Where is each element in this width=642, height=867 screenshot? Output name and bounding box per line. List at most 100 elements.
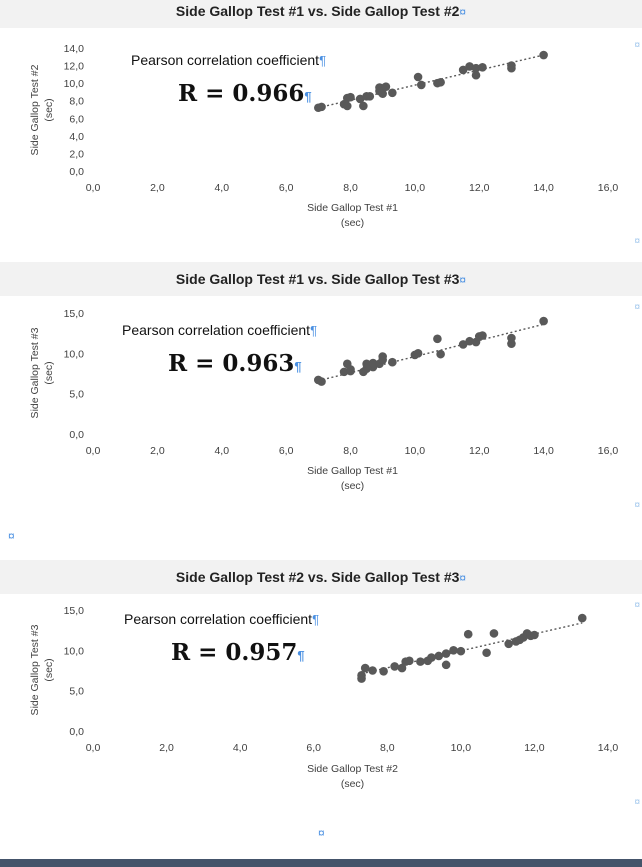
data-point — [577, 613, 587, 623]
data-point — [390, 662, 399, 671]
data-point — [441, 649, 451, 658]
x-tick-label: 14,0 — [533, 182, 554, 194]
data-point — [342, 101, 352, 111]
r-value: R = 0.966¶ — [178, 80, 312, 107]
data-point — [441, 660, 451, 670]
scatter-chart-2: 0,0 5,0 10,0 15,0 0,0 2,0 4,0 6,0 8,0 10,0 12,0 14,… — [0, 296, 642, 506]
x-axis-label: Side Gallop Test #2 — [307, 763, 398, 775]
data-point — [359, 101, 368, 111]
cell-end-mark: ¤ — [459, 273, 467, 287]
data-point — [388, 357, 397, 367]
data-point — [482, 648, 491, 658]
x-tick-label: 2,0 — [150, 182, 165, 194]
data-point — [458, 340, 468, 349]
data-point — [507, 61, 516, 70]
data-point — [317, 377, 326, 386]
y-tick-label: 4,0 — [69, 131, 84, 143]
cell-end-mark: ¤ — [8, 529, 15, 543]
data-point — [355, 94, 365, 104]
scatter-plot-3: 0,0 5,0 10,0 15,0 0,0 2,0 4,0 6,0 8,0 10,0 12,0 14,… — [29, 605, 619, 790]
data-point — [362, 359, 371, 369]
y-axis-label: (sec) — [43, 361, 55, 384]
data-point — [456, 646, 466, 656]
y-axis-label: Side Gallop Test #3 — [29, 624, 41, 715]
data-point — [368, 358, 378, 368]
data-point — [388, 88, 397, 98]
data-point — [504, 639, 513, 649]
x-tick-label: 6,0 — [279, 445, 294, 457]
y-tick-label: 0,0 — [69, 166, 84, 178]
y-tick-label: 2,0 — [69, 148, 84, 160]
chart-title-3: Side Gallop Test #2 vs. Side Gallop Test… — [0, 560, 642, 594]
data-point — [458, 65, 468, 75]
chart-title-1: Side Gallop Test #1 vs. Side Gallop Test… — [0, 0, 642, 28]
data-point — [478, 331, 487, 340]
edge-mark: ¤ — [634, 236, 640, 247]
y-axis-label: (sec) — [43, 98, 55, 121]
y-axis-label: Side Gallop Test #3 — [29, 327, 41, 418]
y-tick-label: 15,0 — [64, 308, 85, 320]
y-tick-label: 10,0 — [64, 348, 85, 360]
cell-end-mark: ¤ — [318, 826, 325, 840]
y-tick-label: 10,0 — [64, 78, 85, 90]
y-tick-label: 6,0 — [69, 113, 84, 125]
data-point — [360, 663, 370, 673]
data-point — [530, 630, 539, 640]
chart-title-2: Side Gallop Test #1 vs. Side Gallop Test… — [0, 262, 642, 296]
y-tick-label: 14,0 — [64, 43, 85, 55]
data-point — [346, 365, 355, 374]
scatter-plot-2: 0,0 5,0 10,0 15,0 0,0 2,0 4,0 6,0 8,0 10,0 12,0 14,… — [29, 308, 618, 492]
x-tick-label: 12,0 — [524, 742, 545, 754]
y-axis-label: Side Gallop Test #2 — [29, 64, 41, 155]
pearson-annotation: Pearson correlation coefficient¶ — [131, 52, 326, 68]
x-tick-label: 16,0 — [598, 182, 619, 194]
y-tick-label: 5,0 — [69, 686, 84, 698]
x-tick-label: 8,0 — [380, 742, 395, 754]
r-value: R = 0.963¶ — [168, 350, 302, 377]
x-tick-label: 14,0 — [598, 742, 619, 754]
data-point — [378, 352, 387, 361]
y-tick-label: 0,0 — [69, 429, 84, 441]
x-tick-label: 12,0 — [469, 182, 490, 194]
data-point — [346, 92, 355, 102]
edge-mark: ¤ — [634, 797, 640, 808]
data-point — [436, 77, 445, 87]
x-tick-label: 14,0 — [533, 445, 554, 457]
x-tick-label: 10,0 — [405, 445, 426, 457]
x-tick-label: 4,0 — [233, 742, 248, 754]
data-point — [379, 667, 388, 676]
scatter-plot-1: 0,0 2,0 4,0 6,0 8,0 10,0 12,0 14,0 0,0 2,0 4,0 6,0 8… — [29, 43, 619, 229]
x-tick-label: 2,0 — [159, 742, 174, 754]
y-tick-label: 12,0 — [64, 61, 85, 73]
data-point — [427, 653, 436, 662]
scatter-chart-1: 0,0 2,0 4,0 6,0 8,0 10,0 12,0 14,0 0,0 2,0 4,0 6,0 8… — [0, 34, 642, 260]
x-axis-label: Side Gallop Test #1 — [307, 465, 398, 477]
x-axis-label: (sec) — [341, 778, 364, 790]
x-tick-label: 8,0 — [343, 445, 358, 457]
edge-mark: ¤ — [634, 40, 640, 51]
data-point — [489, 629, 499, 638]
cell-end-mark: ¤ — [459, 571, 467, 585]
data-point — [368, 666, 377, 675]
data-point — [405, 656, 414, 666]
x-tick-label: 0,0 — [86, 445, 101, 457]
data-point — [381, 82, 391, 91]
x-tick-label: 8,0 — [343, 182, 358, 194]
x-tick-label: 6,0 — [306, 742, 321, 754]
data-point — [471, 63, 481, 73]
data-point — [365, 92, 375, 101]
data-point — [507, 333, 516, 343]
data-point — [317, 102, 326, 112]
data-point — [416, 657, 425, 666]
chart-title-text: Side Gallop Test #1 vs. Side Gallop Test… — [175, 271, 460, 287]
data-point — [413, 72, 423, 82]
x-axis-label: (sec) — [341, 480, 364, 492]
bottom-bar — [0, 859, 642, 867]
x-axis-label: (sec) — [341, 217, 364, 229]
data-point — [539, 50, 548, 60]
x-tick-label: 6,0 — [279, 182, 294, 194]
x-tick-label: 10,0 — [451, 742, 472, 754]
data-point — [471, 70, 481, 80]
edge-mark: ¤ — [634, 500, 640, 511]
y-tick-label: 10,0 — [64, 645, 85, 657]
